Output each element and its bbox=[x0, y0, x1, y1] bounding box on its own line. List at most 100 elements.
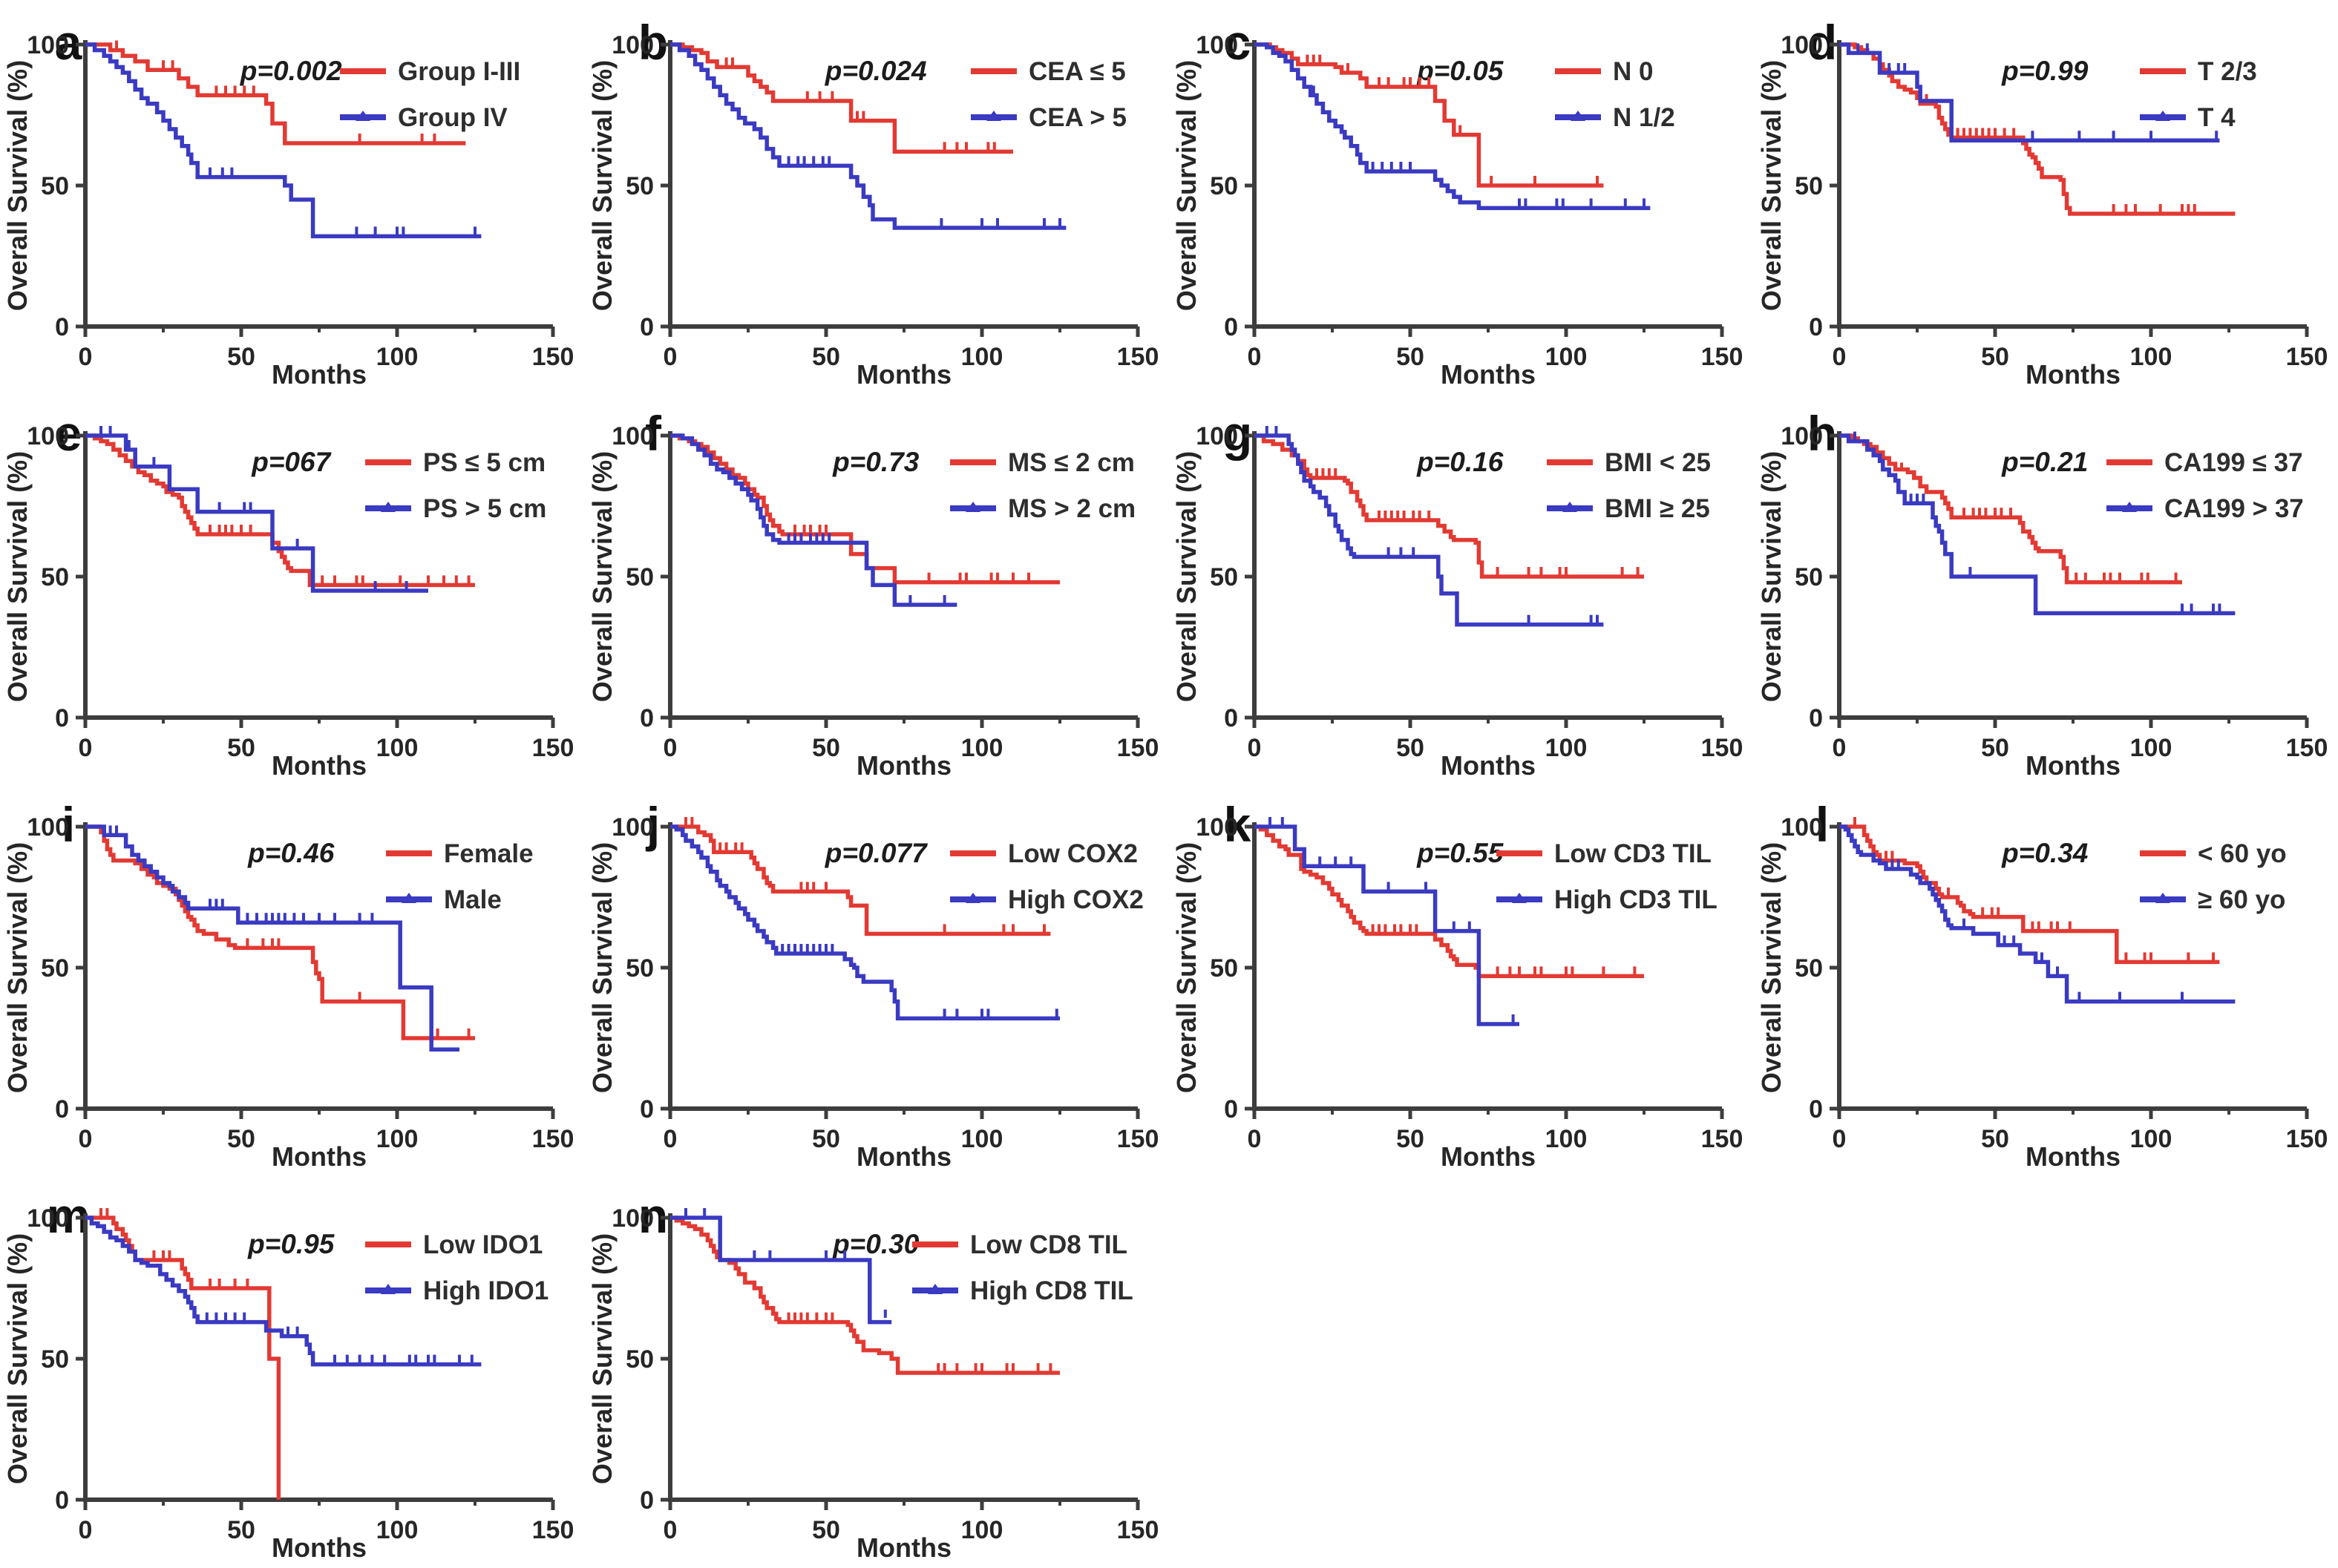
x-axis-label: Months bbox=[1441, 750, 1536, 781]
x-tick-label: 0 bbox=[663, 1516, 677, 1544]
km-panel-n: n 0 50 100 150 0 50 100 Months Overall Survival (… bbox=[585, 1173, 1169, 1564]
legend-label: CEA > 5 bbox=[1029, 103, 1127, 132]
km-plot-i: i 0 50 100 150 0 50 100 Months Overall Survival (… bbox=[2, 797, 574, 1172]
km-plot-k: k 0 50 100 150 0 50 100 Months Overall Survival (… bbox=[1171, 797, 1743, 1172]
p-value-label: p=0.95 bbox=[247, 1229, 335, 1259]
x-tick-label: 150 bbox=[1701, 734, 1743, 762]
legend-item: BMI < 25 bbox=[1547, 448, 1711, 477]
x-tick-label: 150 bbox=[1116, 1516, 1159, 1544]
km-panel-h: h 0 50 100 150 0 50 100 Months Overall Survival (… bbox=[1754, 391, 2338, 782]
legend-item: High CD3 TIL bbox=[1496, 885, 1718, 914]
red-survival-curve bbox=[669, 1216, 1060, 1375]
p-value-label: p=0.05 bbox=[1416, 56, 1504, 86]
km-plot-f: f 0 50 100 150 0 50 100 Months Overall Survival (… bbox=[587, 406, 1159, 781]
x-tick-label: 50 bbox=[812, 1516, 840, 1544]
km-panel-j: j 0 50 100 150 0 50 100 Months Overall Survival (… bbox=[585, 782, 1169, 1173]
x-tick-label: 100 bbox=[376, 1516, 419, 1544]
y-tick-label: 0 bbox=[640, 1095, 654, 1123]
red-survival-curve bbox=[1254, 433, 1644, 579]
panel-letter: m bbox=[47, 1188, 91, 1243]
panel-letter: d bbox=[1807, 15, 1836, 70]
legend-marker-triangle bbox=[2155, 111, 2170, 121]
legend-item: MS ≤ 2 cm bbox=[949, 448, 1135, 477]
x-tick-label: 0 bbox=[663, 734, 677, 762]
blue-survival-curve bbox=[1838, 42, 2219, 142]
legend-item: Group IV bbox=[340, 103, 508, 132]
panel-letter: h bbox=[1807, 406, 1836, 461]
x-axis-label: Months bbox=[857, 359, 952, 390]
y-tick-label: 50 bbox=[626, 563, 654, 591]
km-panel-k: k 0 50 100 150 0 50 100 Months Overall Survival (… bbox=[1169, 782, 1753, 1173]
p-value-label: p=0.21 bbox=[2001, 447, 2088, 477]
legend-label: MS > 2 cm bbox=[1008, 494, 1136, 523]
legend-label: PS > 5 cm bbox=[423, 494, 546, 523]
x-tick-label: 50 bbox=[812, 1125, 840, 1153]
x-tick-label: 150 bbox=[532, 1516, 574, 1544]
red-survival-curve bbox=[1838, 824, 2219, 965]
km-panel-e: e 0 50 100 150 0 50 100 Months Overall Survival (… bbox=[0, 391, 584, 782]
legend-item: N 1/2 bbox=[1555, 103, 1675, 132]
legend-label: MS ≤ 2 cm bbox=[1008, 448, 1135, 477]
x-tick-label: 50 bbox=[1981, 1125, 2009, 1153]
blue-survival-curve bbox=[669, 433, 957, 607]
x-tick-label: 50 bbox=[227, 1516, 255, 1544]
legend-label: N 0 bbox=[1613, 57, 1653, 86]
legend-marker-triangle bbox=[965, 502, 980, 512]
legend-label: PS ≤ 5 cm bbox=[423, 448, 546, 477]
x-tick-label: 50 bbox=[227, 734, 255, 762]
km-panel-g: g 0 50 100 150 0 50 100 Months Overall Survival (… bbox=[1169, 391, 1753, 782]
legend-label: Group IV bbox=[398, 103, 508, 132]
legend-label: T 2/3 bbox=[2198, 57, 2257, 86]
y-tick-label: 50 bbox=[41, 563, 69, 591]
km-plot-h: h 0 50 100 150 0 50 100 Months Overall Survival (… bbox=[1756, 406, 2328, 781]
x-axis-label: Months bbox=[272, 1141, 367, 1172]
x-axis-label: Months bbox=[2026, 1141, 2121, 1172]
x-tick-label: 100 bbox=[960, 1125, 1003, 1153]
y-tick-label: 100 bbox=[1781, 813, 1823, 842]
y-axis-label: Overall Survival (%) bbox=[1756, 842, 1787, 1093]
x-tick-label: 100 bbox=[2129, 734, 2172, 762]
x-tick-label: 100 bbox=[960, 1516, 1003, 1544]
legend-label: BMI < 25 bbox=[1605, 448, 1711, 477]
blue-survival-curve bbox=[669, 824, 1060, 1021]
p-value-label: p=067 bbox=[251, 447, 332, 477]
blue-survival-curve bbox=[1254, 824, 1519, 1026]
x-axis-label: Months bbox=[857, 1141, 952, 1172]
p-value-label: p=0.46 bbox=[247, 838, 335, 868]
km-panel-a: a 0 50 100 150 0 50 100 Months Overall Survival (… bbox=[0, 0, 584, 391]
y-tick-label: 100 bbox=[27, 813, 69, 842]
x-tick-label: 150 bbox=[2285, 343, 2328, 371]
x-axis-label: Months bbox=[2026, 359, 2121, 390]
legend-label: T 4 bbox=[2198, 103, 2236, 132]
km-plot-m: m 0 50 100 150 0 50 100 Months Overall Survival (… bbox=[2, 1188, 574, 1563]
y-tick-label: 100 bbox=[1196, 813, 1238, 842]
y-tick-label: 100 bbox=[1196, 422, 1238, 450]
km-plot-j: j 0 50 100 150 0 50 100 Months Overall Survival (… bbox=[587, 797, 1159, 1172]
x-tick-label: 150 bbox=[532, 1125, 574, 1153]
km-panel-b: b 0 50 100 150 0 50 100 Months Overall Survival (… bbox=[585, 0, 1169, 391]
legend-item: BMI ≥ 25 bbox=[1547, 494, 1710, 523]
legend-marker-triangle bbox=[2155, 893, 2170, 903]
y-tick-label: 100 bbox=[27, 31, 69, 59]
x-tick-label: 100 bbox=[2129, 343, 2172, 371]
legend-item: High COX2 bbox=[949, 885, 1143, 914]
legend-marker-triangle bbox=[927, 1284, 943, 1294]
legend-item: MS > 2 cm bbox=[949, 494, 1136, 523]
x-tick-label: 0 bbox=[79, 734, 93, 762]
legend-item: Group I-III bbox=[340, 57, 520, 86]
y-tick-label: 50 bbox=[41, 172, 69, 200]
blue-survival-curve bbox=[85, 42, 482, 239]
x-axis-label: Months bbox=[272, 1532, 367, 1563]
x-tick-label: 50 bbox=[1981, 734, 2009, 762]
blue-survival-curve bbox=[1838, 433, 2235, 616]
legend-label: Group I-III bbox=[398, 57, 520, 86]
x-tick-label: 0 bbox=[1832, 734, 1846, 762]
y-tick-label: 0 bbox=[1809, 313, 1823, 341]
legend-label: CA199 > 37 bbox=[2164, 494, 2304, 523]
km-plot-b: b 0 50 100 150 0 50 100 Months Overall Survival (… bbox=[587, 15, 1159, 390]
y-tick-label: 100 bbox=[612, 422, 654, 450]
legend-label: High IDO1 bbox=[423, 1276, 549, 1305]
legend-item: ≥ 60 yo bbox=[2139, 885, 2285, 914]
y-axis-label: Overall Survival (%) bbox=[587, 1233, 618, 1484]
